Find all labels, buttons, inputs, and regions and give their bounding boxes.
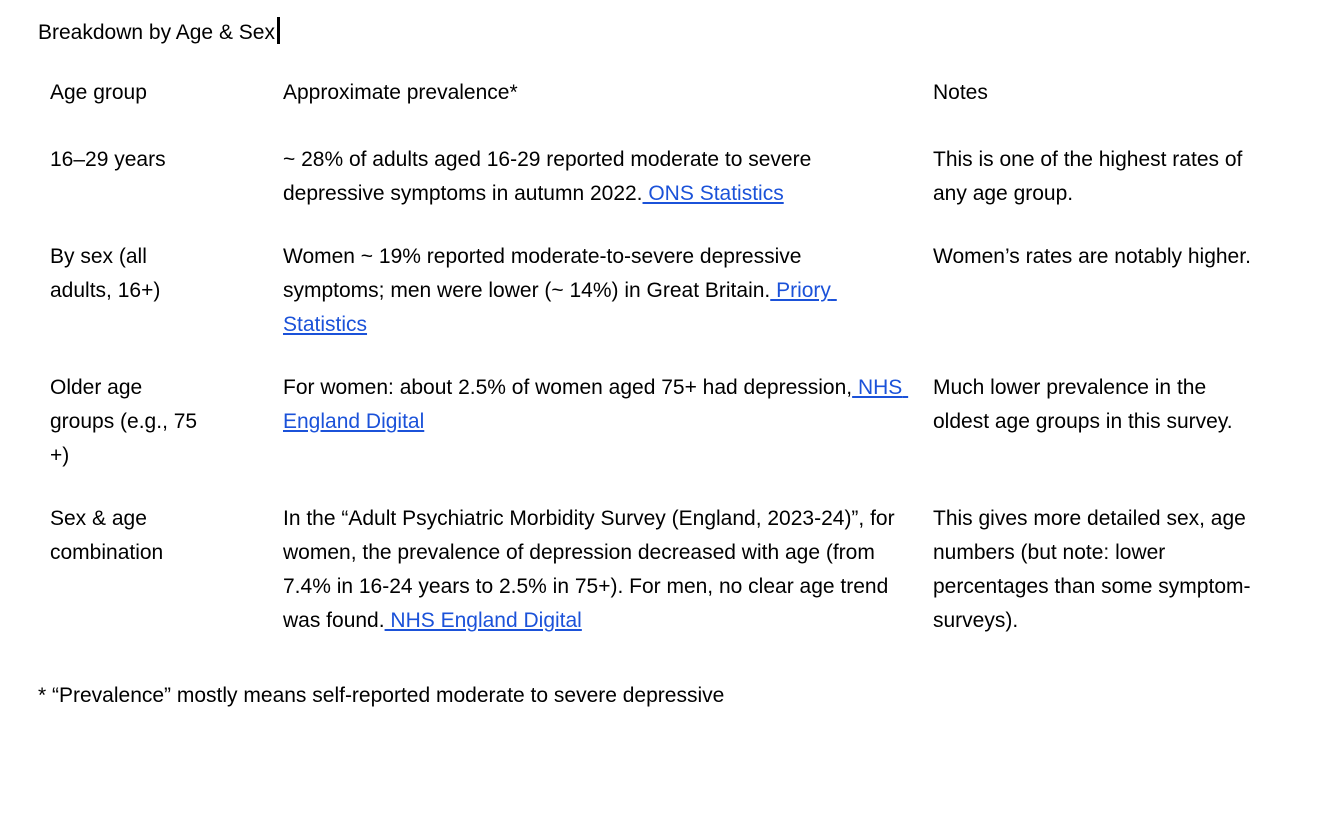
age-group-cell: By sex (all adults, 16+): [50, 245, 161, 302]
notes-cell: Women’s rates are notably higher.: [933, 245, 1251, 268]
prevalence-text: For women: about 2.5% of women aged 75+ …: [283, 376, 853, 399]
prevalence-text: Women ~ 19% reported moderate-to-severe …: [283, 245, 802, 302]
text-caret: [276, 17, 280, 44]
document-canvas[interactable]: { "title": "Breakdown by Age & Sex", "co…: [0, 16, 1334, 822]
prevalence-text: ~ 28% of adults aged 16-29 reported mode…: [283, 148, 812, 205]
notes-cell: This gives more detailed sex, age number…: [933, 507, 1251, 632]
age-group-cell: Sex & age combination: [50, 507, 164, 564]
prevalence-cell: Women ~ 19% reported moderate-to-severe …: [283, 240, 933, 342]
source-link-nhs-england-digital[interactable]: NHS England Digital: [283, 376, 909, 433]
notes-cell: Much lower prevalence in the oldest age …: [933, 376, 1233, 433]
column-header-age-group: Age group: [50, 81, 147, 104]
source-link-ons-statistics[interactable]: ONS Statistics: [642, 182, 784, 205]
age-group-cell: Older age groups (e.g., 75 +): [50, 376, 198, 467]
age-group-cell: 16–29 years: [50, 148, 166, 171]
source-link-priory-statistics[interactable]: Priory Statistics: [283, 279, 837, 336]
prevalence-cell: For women: about 2.5% of women aged 75+ …: [283, 371, 933, 473]
source-link-nhs-england-digital[interactable]: NHS England Digital: [384, 609, 582, 632]
breakdown-table: Age group Approximate prevalence* Notes …: [50, 76, 1334, 638]
column-header-prevalence: Approximate prevalence*: [283, 81, 518, 104]
column-header-notes: Notes: [933, 81, 988, 104]
notes-cell: This is one of the highest rates of any …: [933, 148, 1243, 205]
prevalence-text: In the “Adult Psychiatric Morbidity Surv…: [283, 507, 895, 632]
page-title-text: Breakdown by Age & Sex: [38, 21, 275, 44]
prevalence-cell: ~ 28% of adults aged 16-29 reported mode…: [283, 143, 933, 211]
prevalence-cell: In the “Adult Psychiatric Morbidity Surv…: [283, 502, 933, 638]
page-title: Breakdown by Age & Sex: [38, 16, 1334, 50]
footnote: * “Prevalence” mostly means self-reporte…: [38, 684, 725, 707]
